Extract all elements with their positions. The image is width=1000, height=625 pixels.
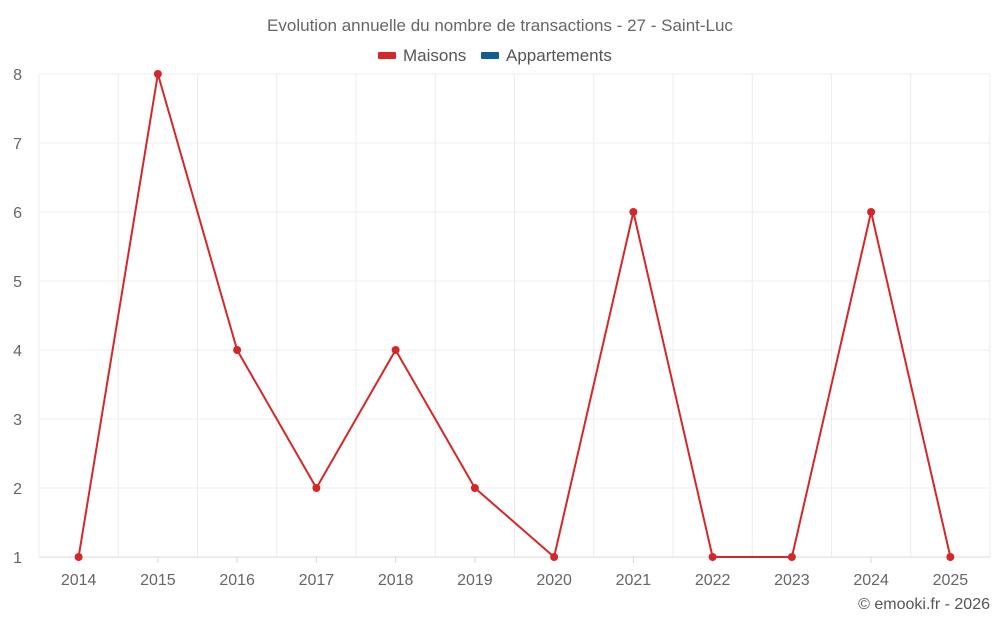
x-tick-label: 2025 <box>933 572 969 589</box>
x-tick-label: 2017 <box>299 572 335 589</box>
x-axis: 2014 2015 2016 2017 2018 2019 2020 2021 2022 2023… <box>39 556 990 589</box>
y-tick-label: 6 <box>13 205 22 222</box>
data-point[interactable] <box>391 346 400 354</box>
y-tick-label: 8 <box>13 67 22 84</box>
data-point[interactable] <box>470 484 479 492</box>
y-axis: 1 2 3 4 5 6 7 8 <box>13 67 22 567</box>
x-tick-label: 2021 <box>616 572 652 589</box>
data-point[interactable] <box>233 346 242 354</box>
x-tick-label: 2023 <box>774 572 810 589</box>
x-tick-label: 2016 <box>219 572 255 589</box>
x-tick-label: 2015 <box>140 572 176 589</box>
series-line-maisons <box>77 73 952 558</box>
data-point[interactable] <box>74 553 83 561</box>
legend-swatch-appartements <box>481 52 499 59</box>
data-point[interactable] <box>946 553 955 561</box>
x-tick-label: 2020 <box>536 572 572 589</box>
data-point[interactable] <box>787 553 796 561</box>
x-tick-label: 2019 <box>457 572 493 589</box>
y-tick-label: 2 <box>13 481 22 498</box>
data-point[interactable] <box>312 484 321 492</box>
y-tick-label: 5 <box>13 274 22 291</box>
legend: Maisons Appartements <box>378 46 612 65</box>
y-tick-label: 7 <box>13 136 22 153</box>
legend-label-maisons[interactable]: Maisons <box>403 46 466 65</box>
y-tick-label: 4 <box>13 343 22 360</box>
x-tick-label: 2024 <box>853 572 889 589</box>
legend-swatch-maisons <box>378 52 396 59</box>
x-tick-label: 2018 <box>378 572 414 589</box>
y-tick-label: 3 <box>13 412 22 429</box>
data-point[interactable] <box>867 208 876 216</box>
legend-label-appartements[interactable]: Appartements <box>506 46 612 65</box>
series-group <box>74 70 955 561</box>
x-tick-label: 2014 <box>61 572 97 589</box>
credit-text: © emooki.fr - 2026 <box>858 596 990 613</box>
y-tick-label: 1 <box>13 550 22 567</box>
data-point[interactable] <box>153 70 162 78</box>
data-point[interactable] <box>708 553 717 561</box>
x-tick-label: 2022 <box>695 572 731 589</box>
data-point[interactable] <box>629 208 638 216</box>
data-point[interactable] <box>550 553 559 561</box>
chart-title: Evolution annuelle du nombre de transact… <box>267 16 733 35</box>
